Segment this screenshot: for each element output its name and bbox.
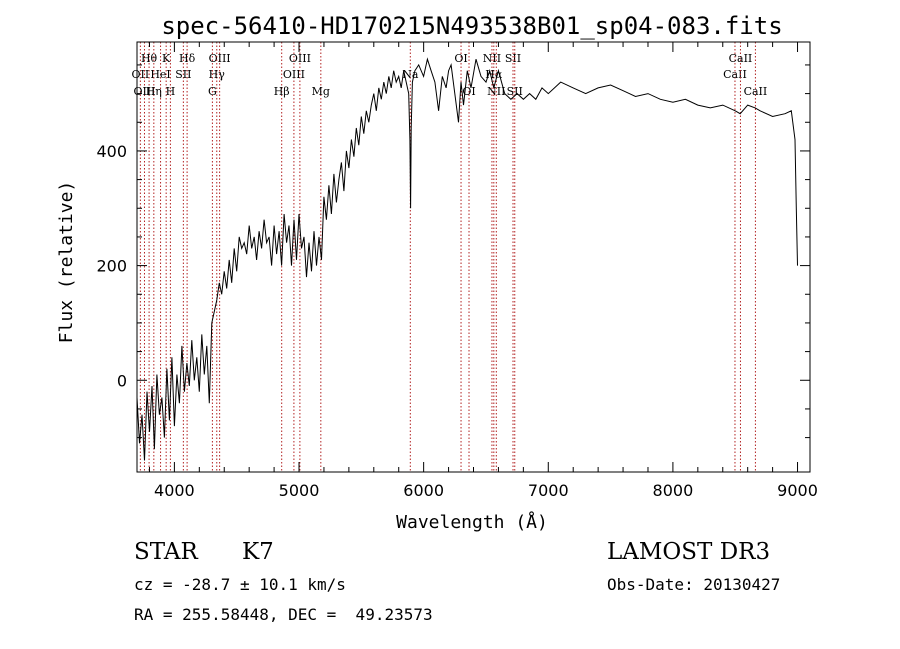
marker-label-3: K xyxy=(162,52,171,65)
marker-label-25: CaII xyxy=(729,52,753,65)
marker-label-19: NII xyxy=(483,52,501,65)
marker-label-9: OIII xyxy=(209,52,231,65)
x-tick-label-3: 7000 xyxy=(528,481,569,500)
marker-label-12: Hβ xyxy=(274,85,290,98)
object-class: STAR xyxy=(134,539,198,565)
y-tick-label-2: 400 xyxy=(96,142,127,161)
marker-label-15: Mg xyxy=(312,85,330,98)
marker-label-24: CaII xyxy=(723,68,747,81)
x-tick-label-0: 4000 xyxy=(154,481,195,500)
marker-label-6: SII xyxy=(175,68,191,81)
y-axis-label: Flux (relative) xyxy=(56,181,77,344)
marker-label-0: Hθ xyxy=(141,52,158,65)
marker-label-22: SII xyxy=(505,52,521,65)
marker-label-10: Hγ xyxy=(209,68,226,81)
spectrum-series xyxy=(136,57,798,461)
marker-label-13: OIII xyxy=(283,68,305,81)
coordinates: RA = 255.58448, DEC = 49.23573 xyxy=(134,605,433,624)
marker-label-11: G xyxy=(208,85,217,98)
survey-label: LAMOST DR3 xyxy=(607,539,771,565)
marker-label-4: HeI xyxy=(150,68,170,81)
obs-date: Obs-Date: 20130427 xyxy=(607,575,781,594)
y-tick-label-0: 0 xyxy=(117,371,127,390)
x-tick-label-2: 6000 xyxy=(403,481,444,500)
marker-label-26: CaII xyxy=(744,85,768,98)
subclass: K7 xyxy=(242,539,274,565)
emission-line-markers: Hθ OII OIII K HeI Hη SII H Hδ OIII Hγ G Hβ OIII OIII Mg… xyxy=(132,42,768,472)
marker-label-8: Hδ xyxy=(179,52,196,65)
x-tick-label-5: 9000 xyxy=(777,481,818,500)
series-line-0 xyxy=(136,57,798,461)
marker-label-14: OIII xyxy=(289,52,311,65)
x-axis-label: Wavelength (Å) xyxy=(396,511,548,533)
marker-label-2: OIII xyxy=(133,85,155,98)
axes: 4000 5000 6000 7000 8000 9000 0 200 400 xyxy=(96,42,818,500)
redshift-text: cz = -28.7 ± 10.1 km/s xyxy=(134,575,346,594)
x-tick-label-4: 8000 xyxy=(653,481,694,500)
marker-label-21: NII xyxy=(487,85,505,98)
chart-title: spec-56410-HD170215N493538B01_sp04-083.f… xyxy=(161,12,782,40)
marker-label-5: Hη xyxy=(146,85,162,98)
marker-label-1: OII xyxy=(132,68,150,81)
y-tick-label-1: 200 xyxy=(96,257,127,276)
marker-label-17: OI xyxy=(454,52,467,65)
marker-label-7: H xyxy=(166,85,176,98)
x-tick-label-1: 5000 xyxy=(279,481,320,500)
